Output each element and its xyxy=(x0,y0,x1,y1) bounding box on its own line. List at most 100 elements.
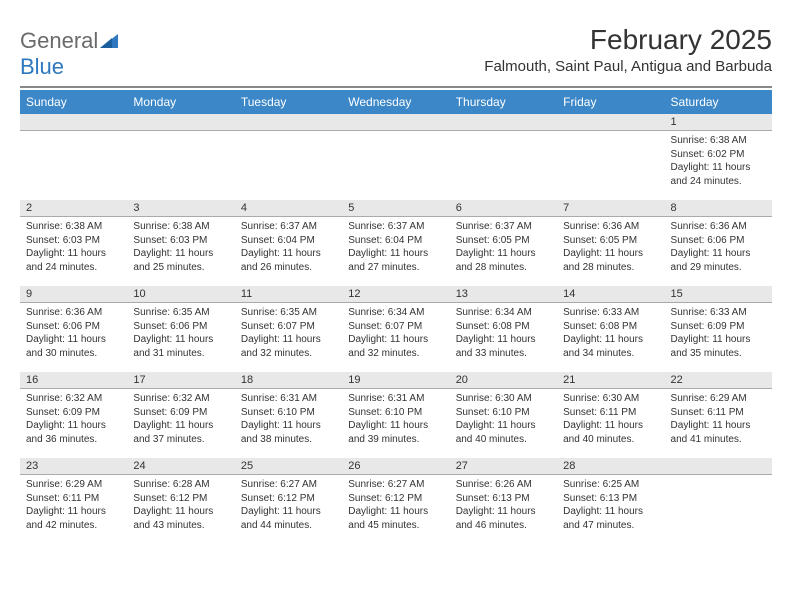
daylight-text: Daylight: 11 hours and 28 minutes. xyxy=(456,247,551,274)
sunset-text: Sunset: 6:08 PM xyxy=(456,320,551,334)
week-row: ......1Sunrise: 6:38 AMSunset: 6:02 PMDa… xyxy=(20,114,772,200)
sunrise-text: Sunrise: 6:29 AM xyxy=(671,392,766,406)
day-cell: 20 Sunrise: 6:30 AMSunset: 6:10 PMDayligh… xyxy=(450,372,557,458)
day-header-sun: Sunday xyxy=(20,90,127,114)
daylight-text: Daylight: 11 hours and 38 minutes. xyxy=(241,419,336,446)
day-number-row: 21 xyxy=(557,372,664,389)
daylight-text: Daylight: 11 hours and 32 minutes. xyxy=(348,333,443,360)
day-number-row: 16 xyxy=(20,372,127,389)
sunrise-text: Sunrise: 6:35 AM xyxy=(241,306,336,320)
daylight-text: Daylight: 11 hours and 39 minutes. xyxy=(348,419,443,446)
day-number: 2 xyxy=(26,202,32,214)
page-header: General Blue February 2025 Falmouth, Sai… xyxy=(20,24,772,80)
daylight-text: Daylight: 11 hours and 45 minutes. xyxy=(348,505,443,532)
day-number-row: 24 xyxy=(127,458,234,475)
sunset-text: Sunset: 6:10 PM xyxy=(456,406,551,420)
week-row: 23Sunrise: 6:29 AMSunset: 6:11 PMDayligh… xyxy=(20,458,772,544)
day-content: Sunrise: 6:29 AMSunset: 6:11 PMDaylight:… xyxy=(665,389,772,448)
week-row: 16 Sunrise: 6:32 AMSunset: 6:09 PM Dayligh… xyxy=(20,372,772,458)
day-content: Sunrise: 6:33 AMSunset: 6:09 PMDaylight:… xyxy=(665,303,772,362)
logo-text: General Blue xyxy=(20,28,118,80)
daylight-text: Daylight: 11 hours and 26 minutes. xyxy=(241,247,336,274)
day-number: 14 xyxy=(563,288,575,300)
day-cell: . xyxy=(450,114,557,200)
day-number-row: . xyxy=(665,458,772,475)
day-cell: . xyxy=(20,114,127,200)
daylight-text: Daylight: 11 hours and 28 minutes. xyxy=(563,247,658,274)
day-number-row: 28 xyxy=(557,458,664,475)
day-number: 12 xyxy=(348,288,360,300)
day-number: 20 xyxy=(456,374,468,386)
day-number: 4 xyxy=(241,202,247,214)
daylight-text: Daylight: 11 hours and 25 minutes. xyxy=(133,247,228,274)
sunset-text: Sunset: 6:04 PM xyxy=(241,234,336,248)
day-cell: . xyxy=(235,114,342,200)
day-content: Sunrise: 6:31 AMSunset: 6:10 PMDaylight:… xyxy=(235,389,342,448)
day-cell: 3Sunrise: 6:38 AMSunset: 6:03 PMDaylight… xyxy=(127,200,234,286)
day-header-sat: Saturday xyxy=(665,90,772,114)
sunrise-text: Sunrise: 6:34 AM xyxy=(348,306,443,320)
daylight-text: Daylight: 11 hours and 33 minutes. xyxy=(456,333,551,360)
day-content xyxy=(127,131,234,136)
day-content: Sunrise: 6:37 AMSunset: 6:04 PMDaylight:… xyxy=(342,217,449,276)
sunset-text: Sunset: 6:11 PM xyxy=(563,406,658,420)
day-cell: 8Sunrise: 6:36 AMSunset: 6:06 PMDaylight… xyxy=(665,200,772,286)
day-content: Sunrise: 6:29 AMSunset: 6:11 PMDaylight:… xyxy=(20,475,127,534)
sunrise-text: Sunrise: 6:34 AM xyxy=(456,306,551,320)
day-content: Sunrise: 6:36 AMSunset: 6:06 PMDaylight:… xyxy=(665,217,772,276)
title-block: February 2025 Falmouth, Saint Paul, Anti… xyxy=(484,24,772,75)
sunset-text: Sunset: 6:10 PM xyxy=(241,406,336,420)
day-number-row: 22 xyxy=(665,372,772,389)
day-cell: 25Sunrise: 6:27 AMSunset: 6:12 PMDayligh… xyxy=(235,458,342,544)
day-content: Sunrise: 6:38 AMSunset: 6:02 PMDaylight:… xyxy=(665,131,772,190)
day-content: Sunrise: 6:36 AMSunset: 6:06 PMDaylight:… xyxy=(20,303,127,362)
sunrise-text: Sunrise: 6:30 AM xyxy=(563,392,658,406)
day-cell: . xyxy=(557,114,664,200)
sunrise-text: Sunrise: 6:37 AM xyxy=(348,220,443,234)
day-header-thu: Thursday xyxy=(450,90,557,114)
day-number-row: . xyxy=(450,114,557,131)
sunset-text: Sunset: 6:11 PM xyxy=(26,492,121,506)
day-cell: 1 Sunrise: 6:38 AMSunset: 6:02 PMDaylight… xyxy=(665,114,772,200)
daylight-text: Daylight: 11 hours and 46 minutes. xyxy=(456,505,551,532)
day-number-row: 27 xyxy=(450,458,557,475)
day-cell: 11Sunrise: 6:35 AMSunset: 6:07 PMDayligh… xyxy=(235,286,342,372)
day-content: Sunrise: 6:38 AMSunset: 6:03 PMDaylight:… xyxy=(127,217,234,276)
day-number: 6 xyxy=(456,202,462,214)
sunrise-text: Sunrise: 6:32 AM xyxy=(26,392,121,406)
day-number: 1 xyxy=(671,116,677,128)
day-content: Sunrise: 6:30 AMSunset: 6:10 PMDaylight:… xyxy=(450,389,557,448)
day-number: 15 xyxy=(671,288,683,300)
sunset-text: Sunset: 6:06 PM xyxy=(133,320,228,334)
day-content: Sunrise: 6:27 AMSunset: 6:12 PMDaylight:… xyxy=(342,475,449,534)
day-number-row: 8 xyxy=(665,200,772,217)
day-number: 28 xyxy=(563,460,575,472)
day-content: Sunrise: 6:31 AMSunset: 6:10 PMDaylight:… xyxy=(342,389,449,448)
day-number-row: 1 xyxy=(665,114,772,131)
day-number-row: 14 xyxy=(557,286,664,303)
sunrise-text: Sunrise: 6:36 AM xyxy=(26,306,121,320)
sunset-text: Sunset: 6:04 PM xyxy=(348,234,443,248)
day-content: Sunrise: 6:33 AMSunset: 6:08 PMDaylight:… xyxy=(557,303,664,362)
day-content: Sunrise: 6:37 AMSunset: 6:05 PMDaylight:… xyxy=(450,217,557,276)
sunrise-text: Sunrise: 6:26 AM xyxy=(456,478,551,492)
day-number: 19 xyxy=(348,374,360,386)
week-row: 2 Sunrise: 6:38 AMSunset: 6:03 PMDaylight… xyxy=(20,200,772,286)
logo: General Blue xyxy=(20,24,118,80)
day-number: 24 xyxy=(133,460,145,472)
sunset-text: Sunset: 6:09 PM xyxy=(26,406,121,420)
day-cell: . xyxy=(665,458,772,544)
day-cell: 12Sunrise: 6:34 AMSunset: 6:07 PMDayligh… xyxy=(342,286,449,372)
day-content xyxy=(342,131,449,136)
day-cell: 4 Sunrise: 6:37 AMSunset: 6:04 PMDaylight… xyxy=(235,200,342,286)
sunset-text: Sunset: 6:03 PM xyxy=(133,234,228,248)
day-cell: 10Sunrise: 6:35 AMSunset: 6:06 PMDayligh… xyxy=(127,286,234,372)
logo-word-blue: Blue xyxy=(20,54,64,79)
day-number: 25 xyxy=(241,460,253,472)
logo-word-general: General xyxy=(20,28,98,53)
day-cell: . xyxy=(342,114,449,200)
day-number-row: 10 xyxy=(127,286,234,303)
day-number-row: . xyxy=(557,114,664,131)
sunrise-text: Sunrise: 6:37 AM xyxy=(456,220,551,234)
day-content: Sunrise: 6:37 AMSunset: 6:04 PMDaylight:… xyxy=(235,217,342,276)
